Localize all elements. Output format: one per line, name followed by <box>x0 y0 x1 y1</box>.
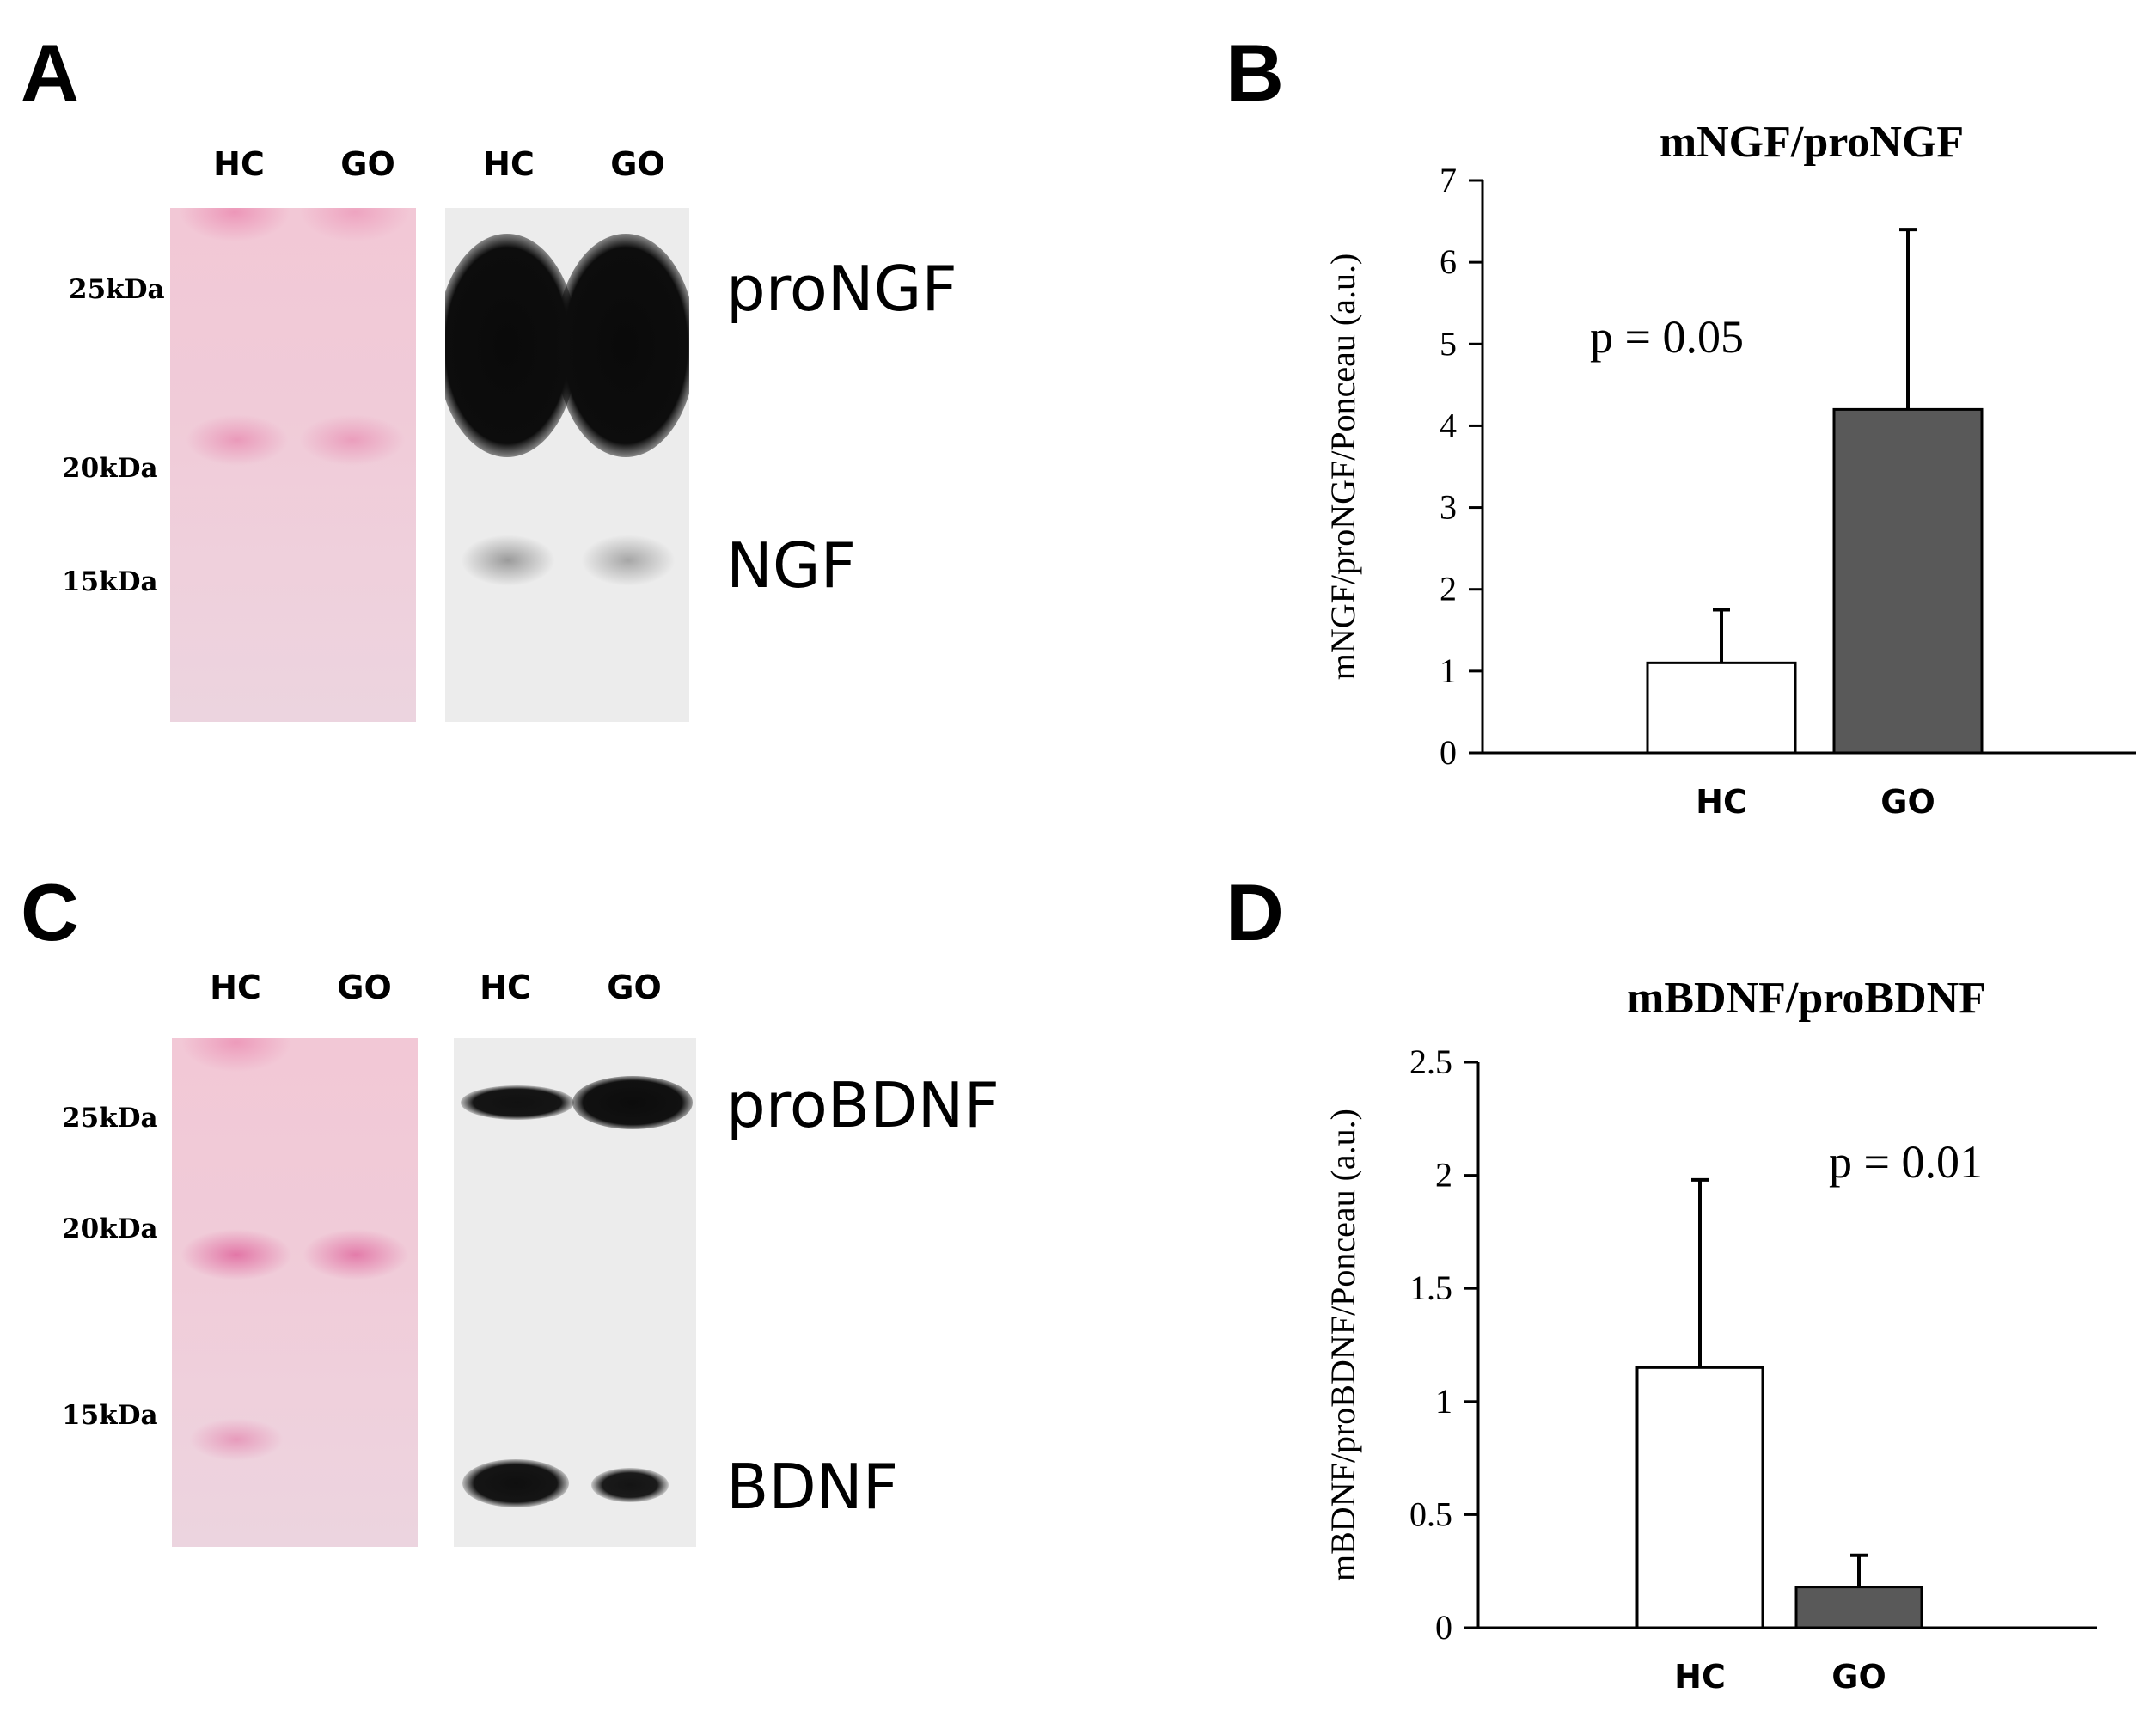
y-axis-label: mBDNF/proBDNF/Ponceau (a.u.) <box>1324 1109 1362 1581</box>
ponceau-band <box>186 414 289 466</box>
bar-go <box>1832 407 1984 755</box>
y-tick-label: 0 <box>1440 733 1457 772</box>
chart-mbdnf-probdnf: mBDNF/proBDNF mBDNF/proBDNF/Ponceau (a.u.… <box>1324 974 2097 1696</box>
ponceau-stain-a <box>170 208 416 722</box>
y-tick-label: 1.5 <box>1409 1268 1452 1307</box>
x-tick-label-go: GO <box>1831 1658 1886 1696</box>
marker-15kda: 15kDa <box>62 1400 158 1431</box>
blot-band-bdnf-go <box>591 1468 669 1502</box>
western-blot-ngf <box>445 208 689 722</box>
chart-title: mNGF/proNGF <box>1660 118 1964 167</box>
y-tick-label: 3 <box>1440 488 1457 527</box>
bar-hc <box>1635 1366 1764 1629</box>
bar-go <box>1794 1586 1923 1629</box>
western-blot-bdnf <box>454 1038 696 1547</box>
y-axis-label: mNGF/proNGF/Ponceau (a.u.) <box>1324 254 1362 681</box>
ponceau-band <box>179 208 290 242</box>
marker-25kda: 25kDa <box>62 1103 158 1134</box>
ponceau-band <box>299 414 406 466</box>
chart-title: mBDNF/proBDNF <box>1627 974 1986 1023</box>
lane-label-ponceau-hc: HC <box>210 969 261 1006</box>
ponceau-band <box>180 1038 292 1073</box>
panel-b-letter: B <box>1226 28 1284 118</box>
x-tick-label-hc: HC <box>1674 1658 1726 1696</box>
y-tick-label: 1 <box>1440 651 1457 690</box>
blot-band-probdnf-go <box>572 1076 693 1129</box>
chart-mngf-prongf: mNGF/proNGF mNGF/proNGF/Ponceau (a.u.) 0 1 2… <box>1324 118 2136 821</box>
y-tick-label: 2.5 <box>1409 1042 1452 1081</box>
ponceau-band <box>299 208 411 242</box>
y-tick-label: 1 <box>1435 1382 1452 1421</box>
lane-label-blot-go: GO <box>607 969 662 1006</box>
marker-20kda: 20kDa <box>62 453 158 484</box>
y-tick-label: 0.5 <box>1409 1495 1452 1533</box>
y-tick-label: 0 <box>1435 1608 1452 1647</box>
marker-25kda: 25kDa <box>69 274 165 305</box>
panel-d-letter: D <box>1226 867 1284 957</box>
y-tick-label: 2 <box>1440 570 1457 608</box>
ponceau-band <box>180 1229 292 1281</box>
lane-label-blot-hc: HC <box>483 145 535 183</box>
lane-label-ponceau-go: GO <box>340 145 395 183</box>
y-tick-label: 6 <box>1440 242 1457 281</box>
y-tick-label: 2 <box>1435 1156 1452 1195</box>
bar-hc <box>1646 661 1797 755</box>
marker-15kda: 15kDa <box>62 566 158 597</box>
p-value-annotation: p = 0.05 <box>1590 311 1744 363</box>
ponceau-band <box>303 1229 409 1281</box>
panel-a-letter: A <box>21 28 79 118</box>
lane-label-blot-go: GO <box>610 145 665 183</box>
ponceau-stain-c <box>172 1038 418 1547</box>
band-label-ngf: NGF <box>726 529 857 602</box>
blot-band-bdnf-hc <box>462 1459 569 1507</box>
panel-c-letter: C <box>21 867 79 957</box>
blot-band-ngf-go <box>581 535 676 586</box>
blot-band-ngf-hc <box>461 535 555 586</box>
x-tick-label-go: GO <box>1880 783 1935 821</box>
blot-band-probdnf-hc <box>461 1085 574 1120</box>
y-tick-label: 4 <box>1440 406 1457 444</box>
p-value-annotation: p = 0.01 <box>1829 1136 1983 1188</box>
ponceau-band <box>189 1418 284 1461</box>
band-label-probdnf: proBDNF <box>726 1069 1000 1141</box>
y-tick-label: 7 <box>1440 161 1457 199</box>
lane-label-ponceau-hc: HC <box>213 145 265 183</box>
blot-band-prongf-go <box>555 234 689 457</box>
band-label-prongf: proNGF <box>726 253 957 325</box>
marker-20kda: 20kDa <box>62 1213 158 1244</box>
x-tick-label-hc: HC <box>1696 783 1747 821</box>
lane-label-blot-hc: HC <box>480 969 531 1006</box>
band-label-bdnf: BDNF <box>726 1451 899 1523</box>
y-tick-label: 5 <box>1440 324 1457 363</box>
lane-label-ponceau-go: GO <box>337 969 392 1006</box>
